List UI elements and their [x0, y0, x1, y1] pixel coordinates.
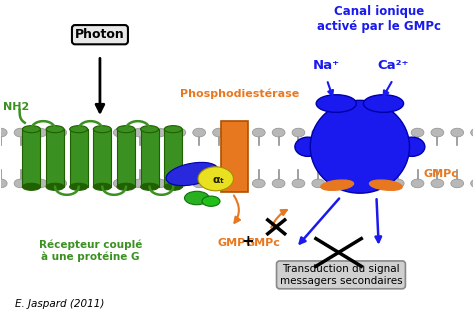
Ellipse shape: [352, 179, 365, 188]
Bar: [117, 129, 135, 187]
Ellipse shape: [372, 179, 384, 188]
Bar: [22, 129, 40, 187]
Ellipse shape: [93, 128, 106, 137]
Ellipse shape: [252, 179, 265, 188]
Ellipse shape: [141, 183, 158, 190]
Text: Na⁺: Na⁺: [313, 59, 340, 71]
Ellipse shape: [93, 126, 111, 133]
Ellipse shape: [252, 128, 265, 137]
Ellipse shape: [166, 162, 218, 185]
Ellipse shape: [329, 108, 391, 140]
Ellipse shape: [364, 95, 403, 112]
Ellipse shape: [332, 179, 345, 188]
Ellipse shape: [451, 128, 464, 137]
Ellipse shape: [411, 128, 424, 137]
Text: Récepteur couplé
à une protéine G: Récepteur couplé à une protéine G: [39, 240, 142, 262]
Bar: [221, 121, 248, 192]
Text: E. Jaspard (2011): E. Jaspard (2011): [15, 299, 104, 309]
Ellipse shape: [184, 191, 209, 205]
Ellipse shape: [372, 128, 384, 137]
Ellipse shape: [173, 179, 186, 188]
Ellipse shape: [292, 179, 305, 188]
Ellipse shape: [164, 183, 182, 190]
Ellipse shape: [73, 128, 87, 137]
Bar: [164, 129, 182, 187]
Ellipse shape: [332, 128, 345, 137]
Ellipse shape: [54, 179, 67, 188]
Ellipse shape: [193, 128, 206, 137]
Ellipse shape: [34, 179, 47, 188]
Ellipse shape: [141, 126, 158, 133]
Ellipse shape: [399, 137, 425, 156]
Ellipse shape: [431, 179, 444, 188]
Bar: [46, 129, 64, 187]
Ellipse shape: [471, 128, 474, 137]
Ellipse shape: [0, 128, 7, 137]
Text: GMP: GMP: [217, 238, 246, 248]
Ellipse shape: [312, 179, 325, 188]
Ellipse shape: [46, 183, 64, 190]
Ellipse shape: [370, 180, 402, 190]
Ellipse shape: [451, 179, 464, 188]
Bar: [70, 129, 88, 187]
Text: NH2: NH2: [3, 102, 29, 112]
Ellipse shape: [431, 128, 444, 137]
Ellipse shape: [113, 179, 126, 188]
Ellipse shape: [272, 179, 285, 188]
Ellipse shape: [198, 167, 234, 191]
Ellipse shape: [117, 183, 135, 190]
Ellipse shape: [173, 128, 186, 137]
Ellipse shape: [14, 128, 27, 137]
Ellipse shape: [70, 126, 88, 133]
Ellipse shape: [391, 128, 404, 137]
Ellipse shape: [46, 126, 64, 133]
Ellipse shape: [0, 179, 7, 188]
Ellipse shape: [70, 183, 88, 190]
Ellipse shape: [22, 126, 40, 133]
Ellipse shape: [117, 126, 135, 133]
Ellipse shape: [133, 179, 146, 188]
Ellipse shape: [14, 179, 27, 188]
Ellipse shape: [321, 180, 354, 190]
Ellipse shape: [164, 126, 182, 133]
Text: Ca²⁺: Ca²⁺: [377, 59, 409, 71]
Ellipse shape: [312, 128, 325, 137]
Ellipse shape: [34, 128, 47, 137]
Ellipse shape: [93, 179, 106, 188]
Text: Phosphodiestérase: Phosphodiestérase: [180, 89, 299, 99]
Ellipse shape: [391, 179, 404, 188]
Text: Canal ionique
activé par le GMPc: Canal ionique activé par le GMPc: [317, 5, 441, 33]
Ellipse shape: [153, 179, 166, 188]
Ellipse shape: [292, 128, 305, 137]
Ellipse shape: [272, 128, 285, 137]
Ellipse shape: [213, 128, 226, 137]
Ellipse shape: [232, 128, 246, 137]
Text: Transduction du signal
messagers secondaires: Transduction du signal messagers seconda…: [280, 264, 402, 286]
Ellipse shape: [73, 179, 87, 188]
Ellipse shape: [316, 95, 356, 112]
Ellipse shape: [22, 183, 40, 190]
Ellipse shape: [93, 183, 111, 190]
Text: +: +: [241, 234, 254, 249]
Bar: [141, 129, 158, 187]
Ellipse shape: [54, 128, 67, 137]
Ellipse shape: [411, 179, 424, 188]
Ellipse shape: [193, 179, 206, 188]
Ellipse shape: [352, 128, 365, 137]
Text: GMPc: GMPc: [246, 238, 281, 248]
Ellipse shape: [295, 137, 321, 156]
Ellipse shape: [232, 179, 246, 188]
Ellipse shape: [471, 179, 474, 188]
Text: Photon: Photon: [75, 28, 125, 41]
Text: GMPc: GMPc: [424, 169, 458, 179]
Ellipse shape: [310, 100, 410, 193]
Ellipse shape: [113, 128, 126, 137]
Ellipse shape: [202, 196, 220, 206]
Ellipse shape: [133, 128, 146, 137]
Text: αₜ: αₜ: [212, 175, 224, 185]
Bar: [93, 129, 111, 187]
Ellipse shape: [213, 179, 226, 188]
Ellipse shape: [153, 128, 166, 137]
